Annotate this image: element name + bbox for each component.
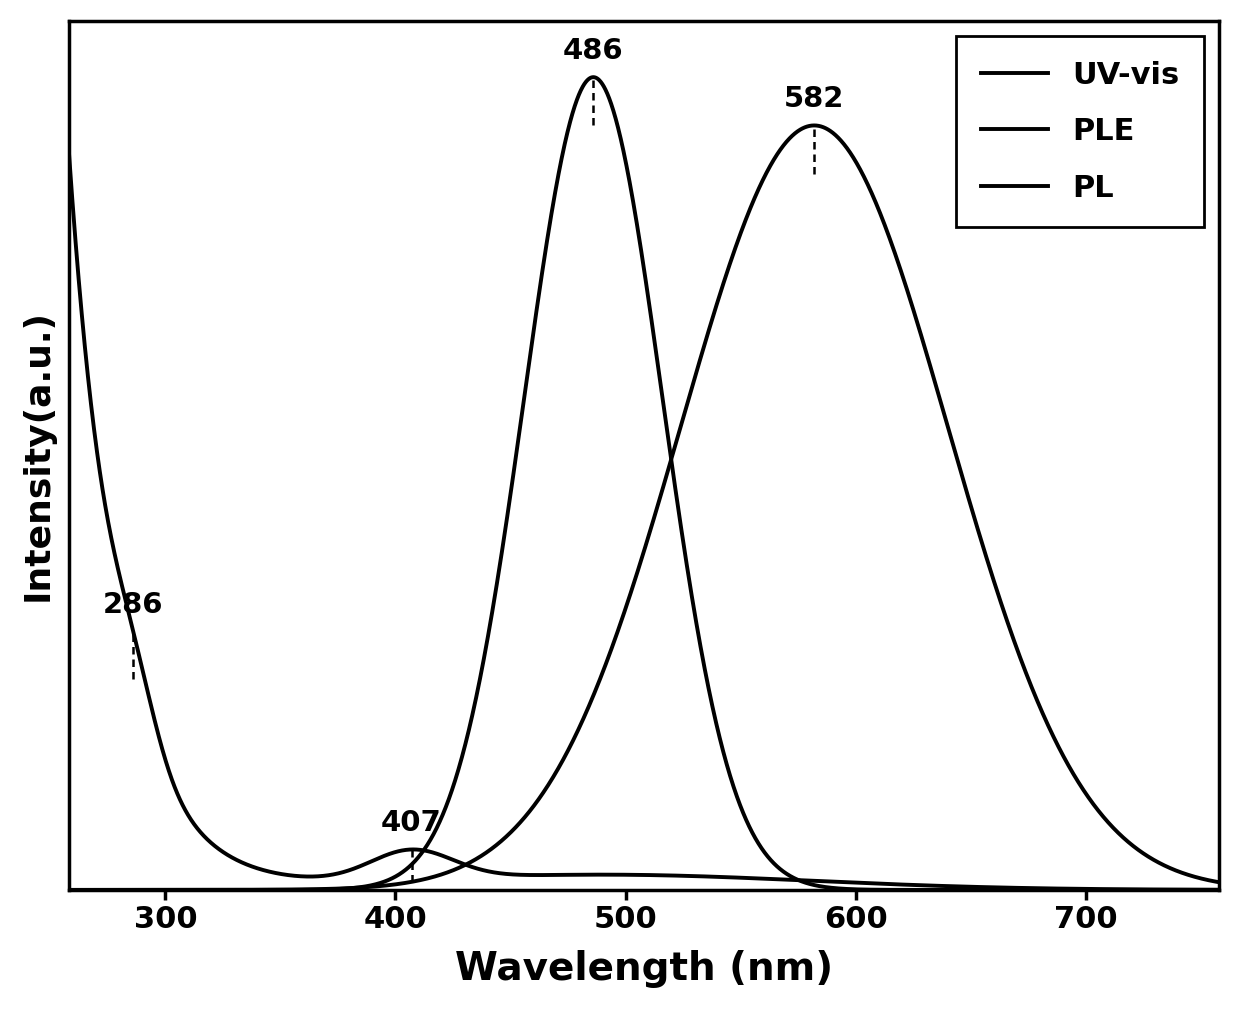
Line: PLE: PLE: [68, 77, 1219, 890]
PL: [807, 119, 822, 131]
Legend: UV-vis, PLE, PL: UV-vis, PLE, PL: [956, 36, 1204, 227]
PLE: [502, 492, 517, 504]
PL: [260, 884, 275, 896]
PL: [502, 827, 517, 839]
Line: PL: PL: [68, 125, 1219, 890]
UV-vis: [1211, 884, 1226, 896]
UV-vis: [502, 868, 517, 880]
UV-vis: [61, 143, 76, 155]
PLE: [587, 71, 601, 83]
UV-vis: [192, 825, 207, 837]
Text: 286: 286: [103, 591, 164, 620]
PL: [61, 884, 76, 896]
UV-vis: [552, 869, 567, 881]
Line: UV-vis: UV-vis: [68, 149, 1219, 890]
PL: [1065, 767, 1080, 779]
Text: 486: 486: [563, 37, 624, 66]
PLE: [1189, 884, 1204, 896]
PLE: [61, 884, 76, 896]
PL: [1189, 872, 1204, 884]
PLE: [260, 884, 275, 896]
UV-vis: [1065, 883, 1080, 895]
PLE: [1211, 884, 1226, 896]
PL: [192, 884, 207, 896]
PLE: [1065, 884, 1080, 896]
PLE: [192, 884, 207, 896]
UV-vis: [1189, 884, 1204, 896]
PL: [1211, 876, 1226, 888]
PLE: [552, 161, 567, 174]
Y-axis label: Intensity(a.u.): Intensity(a.u.): [21, 310, 55, 601]
Text: 407: 407: [381, 809, 441, 837]
X-axis label: Wavelength (nm): Wavelength (nm): [455, 950, 833, 988]
Text: 582: 582: [784, 86, 844, 113]
UV-vis: [260, 866, 275, 878]
PL: [552, 760, 567, 772]
